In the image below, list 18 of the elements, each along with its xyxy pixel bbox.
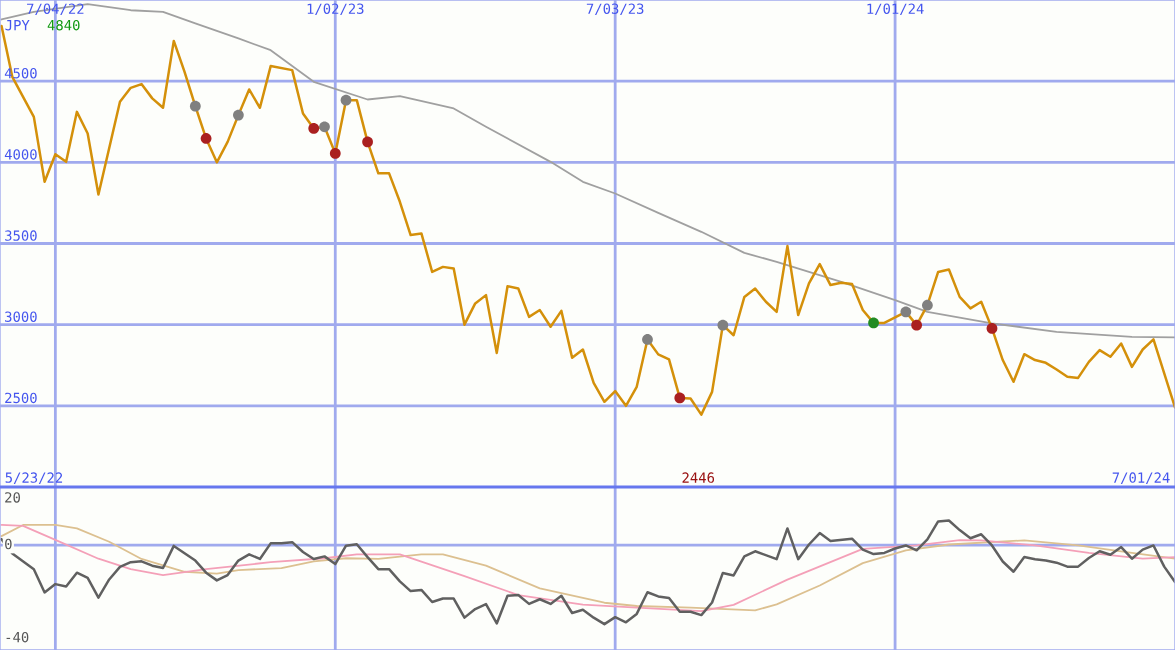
line-series: [0, 524, 1175, 612]
annotation: JPY: [5, 20, 30, 31]
annotation: 7/01/24: [1112, 472, 1170, 484]
x-tick-label: 1/02/23: [307, 3, 364, 16]
annotation: 2446: [682, 472, 715, 483]
annotation: 5/23/22: [5, 472, 63, 484]
y-tick-label: 3000: [5, 311, 37, 322]
x-tick-label: 7/04/22: [27, 3, 84, 16]
y-tick-label: 0: [5, 538, 12, 550]
x-tick-label: 1/01/24: [867, 3, 924, 16]
y-tick-label: 2500: [5, 392, 37, 404]
y-tick-label: 3500: [5, 230, 37, 241]
y-tick-label: 20: [5, 492, 20, 503]
annotation: 4840: [47, 19, 80, 31]
line-series: [0, 519, 1175, 626]
x-tick-label: 7/03/23: [586, 3, 644, 16]
y-tick-label: -40: [6, 631, 29, 643]
y-tick-label: 4000: [4, 149, 37, 160]
